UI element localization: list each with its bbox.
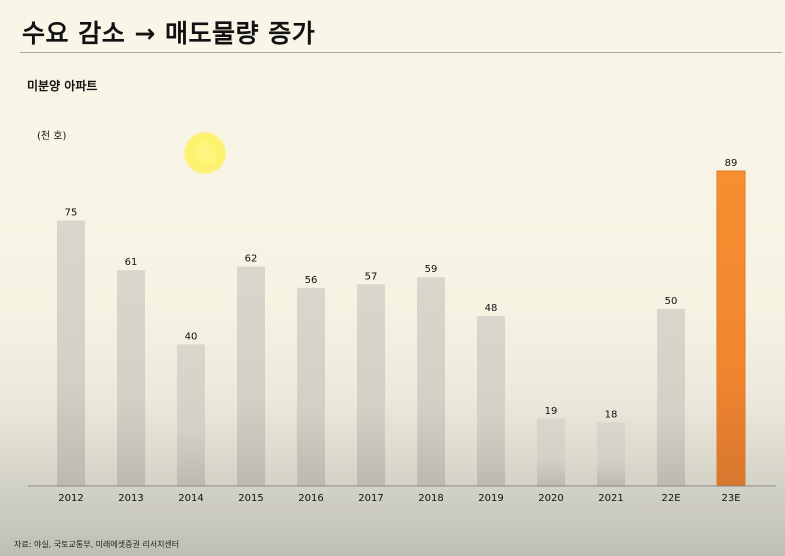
- data-label-23E: 89: [725, 158, 738, 169]
- x-tick-label-2013: 2013: [118, 493, 143, 504]
- data-label-2019: 48: [485, 303, 498, 314]
- x-tick-label-2015: 2015: [238, 493, 263, 504]
- sun-decoration: [184, 132, 226, 174]
- x-tick-label-2021: 2021: [598, 493, 623, 504]
- data-label-2012: 75: [65, 208, 78, 219]
- bar-2017: [357, 284, 385, 486]
- bars-group: [57, 170, 746, 487]
- bar-2013: [117, 270, 145, 486]
- bar-2018: [417, 277, 445, 486]
- data-label-2021: 18: [605, 409, 618, 420]
- x-tick-label-2017: 2017: [358, 493, 383, 504]
- bar-2012: [57, 220, 85, 486]
- x-tick-label-2014: 2014: [178, 493, 203, 504]
- data-label-2016: 56: [305, 275, 318, 286]
- bar-2019: [477, 316, 505, 486]
- bar-2020: [537, 418, 565, 486]
- data-label-2020: 19: [545, 406, 558, 417]
- bar-2016: [297, 287, 325, 486]
- data-label-2013: 61: [125, 257, 138, 268]
- bar-2015: [237, 266, 265, 486]
- x-tick-label-23E: 23E: [721, 493, 740, 504]
- x-tick-label-2018: 2018: [418, 493, 443, 504]
- page-title: 수요 감소 → 매도물량 증가: [22, 19, 316, 48]
- data-label-2015: 62: [245, 254, 258, 265]
- x-tick-label-2020: 2020: [538, 493, 563, 504]
- bar-2021: [597, 422, 625, 486]
- data-label-2014: 40: [185, 331, 198, 342]
- y-axis-unit-label: (천 호): [37, 131, 67, 142]
- chart-title: 미분양 아파트: [27, 79, 98, 93]
- bar-2014: [177, 344, 205, 486]
- data-label-2017: 57: [365, 271, 378, 282]
- x-tick-label-2012: 2012: [58, 493, 83, 504]
- labels-group: 75 2012 61 2013 40 2014 62 2015 56 2016 57 2017 59 20…: [58, 158, 740, 504]
- data-label-2018: 59: [425, 264, 438, 275]
- bar-22E: [657, 309, 685, 486]
- title-divider: [20, 52, 782, 53]
- x-tick-label-2019: 2019: [478, 493, 503, 504]
- data-label-22E: 50: [665, 296, 678, 307]
- x-tick-label-2016: 2016: [298, 493, 323, 504]
- bar-23E: [716, 170, 746, 487]
- x-tick-label-22E: 22E: [661, 493, 680, 504]
- source-note: 자료: 야실, 국토교통부, 미래에셋증권 리서치센터: [14, 540, 180, 549]
